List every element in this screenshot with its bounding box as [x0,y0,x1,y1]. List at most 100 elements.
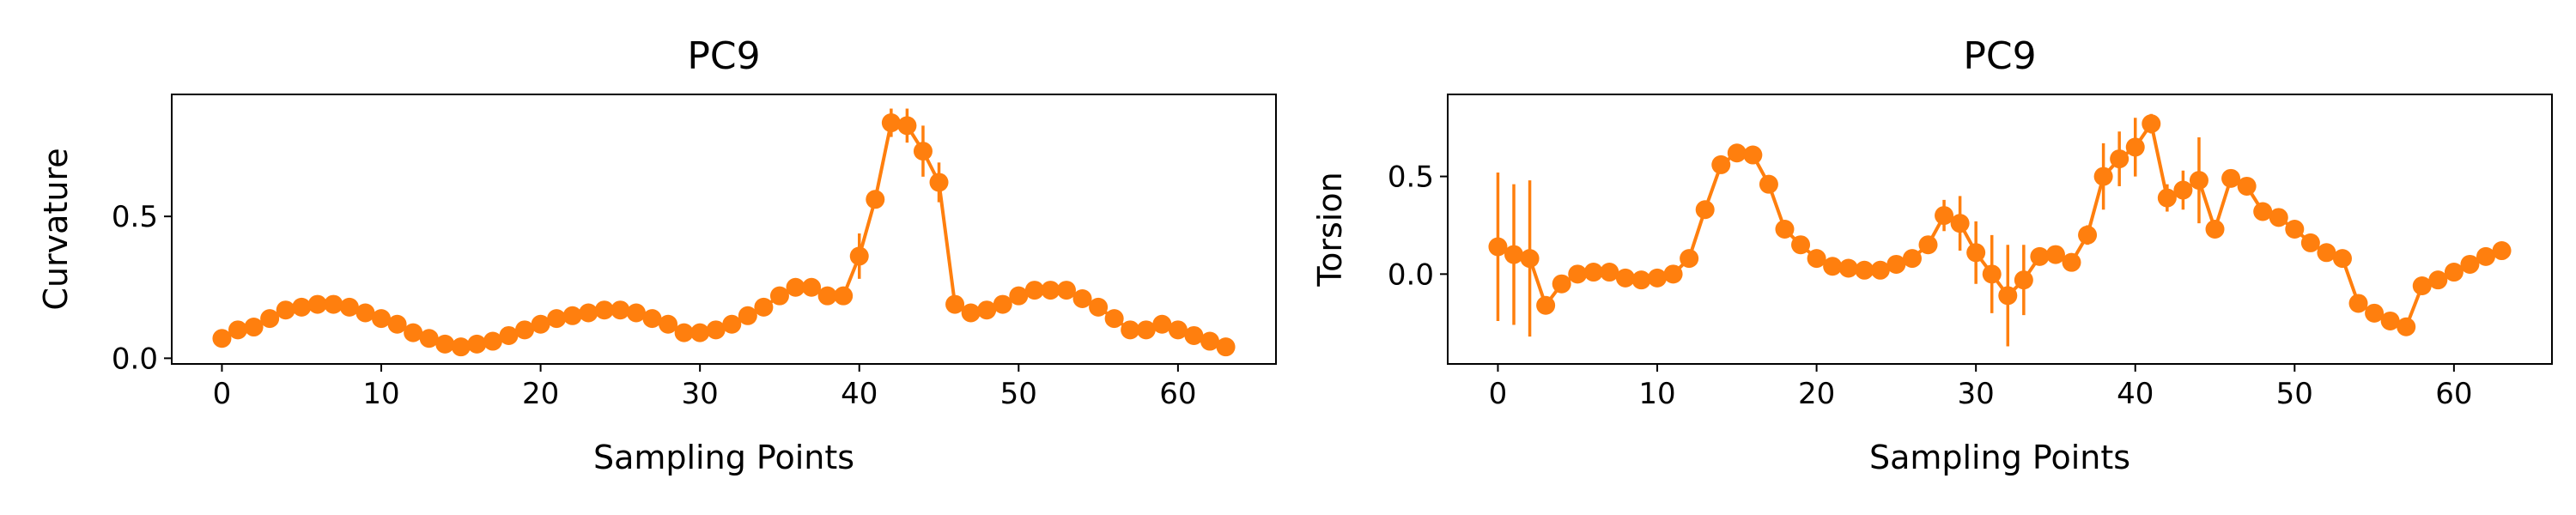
torsion-data-point [1998,286,2018,306]
curvature-data-point [579,303,598,323]
curvature-data-point [228,320,248,340]
torsion-data-point [1488,237,1508,257]
torsion-data-point [1870,260,1890,280]
curvature-data-point [324,294,343,314]
curvature-data-point [1089,297,1109,317]
curvature-data-point [307,294,327,314]
torsion-data-point [2237,176,2257,196]
curvature-data-point [372,309,392,329]
curvature-data-point [642,309,662,329]
torsion-data-point [1855,260,1874,280]
torsion-data-point [2300,233,2320,252]
curvature-x-tick-label: 50 [1000,377,1037,411]
torsion-data-point [1568,264,1588,284]
curvature-data-point [387,314,407,334]
torsion-data-point [1759,174,1778,194]
curvature-data-point [929,173,949,192]
curvature-x-tick-label: 60 [1159,377,1196,411]
curvature-data-point [690,323,710,342]
curvature-data-point [738,306,757,325]
torsion-data-point [1823,257,1843,276]
curvature-x-tick-label: 0 [213,377,232,411]
curvature-data-point [993,294,1012,314]
torsion-x-tick-label: 60 [2435,377,2472,411]
curvature-data-point [547,309,567,329]
torsion-data-point [2317,243,2336,263]
curvature-data-point [802,277,822,297]
curvature-data-point [786,277,805,297]
torsion-data-point [2157,188,2177,208]
curvature-data-point [1072,288,1092,308]
torsion-x-tick-label: 10 [1638,377,1675,411]
curvature-data-point [355,303,375,323]
curvature-data-point [451,337,471,357]
torsion-data-point [1680,249,1699,269]
torsion-data-point [1791,235,1811,255]
curvature-data-point [499,325,519,345]
curvature-data-point [769,286,789,306]
curvature-x-tick-label: 10 [362,377,399,411]
curvature-ticks: 0 10 20 30 40 50 60 0.0 0.5 [112,200,1197,411]
torsion-data-point [1950,214,1970,233]
torsion-data-point [1902,249,1922,269]
curvature-axes-frame [171,94,1277,365]
torsion-data-point [2285,220,2305,239]
torsion-data-point [1743,145,1763,165]
torsion-data-point [2062,252,2081,272]
curvature-data-point [1104,309,1124,329]
torsion-data-point [2444,263,2464,282]
curvature-x-axis-label: Sampling Points [593,439,854,476]
torsion-data-point [2142,114,2161,134]
torsion-data-point [2014,270,2033,290]
torsion-x-tick-label: 50 [2276,377,2313,411]
torsion-data-point [2173,180,2193,200]
torsion-data-point [1615,268,1635,288]
curvature-data-point [483,331,502,351]
torsion-data-point [2348,294,2368,313]
curvature-data-point [244,318,264,337]
curvature-data-point [849,246,869,266]
torsion-data-point [2412,276,2432,295]
torsion-data-point [1838,258,1858,278]
torsion-data-point [2380,311,2400,330]
torsion-data-point [2189,171,2208,191]
curvature-data-point [1216,337,1236,357]
torsion-data-point [2125,137,2145,157]
torsion-x-tick-label: 20 [1798,377,1835,411]
curvature-data-point [881,113,901,133]
torsion-data-point [1663,264,1683,284]
torsion-data-point [1727,143,1747,163]
curvature-data-point [866,190,885,209]
curvature-data-point [260,309,280,329]
torsion-data-point [2093,167,2113,186]
curvature-data-point [913,142,933,161]
chart-curvature: 0 10 20 30 40 50 600.00.5 PC9 Sampling Points … [37,34,1277,476]
torsion-data-point [2269,208,2288,227]
curvature-data-point [562,306,582,325]
torsion-ticks: 0 10 20 30 40 50 60 0.0 0.5 [1388,161,2473,411]
curvature-data-point [276,300,295,320]
torsion-data-point [2253,202,2273,221]
curvature-data-point [1056,281,1076,300]
torsion-x-tick-label: 40 [2117,377,2154,411]
curvature-data-point [292,297,312,317]
torsion-data-point [1583,263,1603,282]
torsion-x-tick-label: 0 [1489,377,1508,411]
curvature-data-point [626,303,646,323]
curvature-data-point [754,297,774,317]
curvature-data-point [1136,320,1156,340]
torsion-data-point [1552,274,1571,294]
torsion-y-axis-label: Torsion [1311,172,1349,287]
torsion-data-point [1886,254,1906,274]
curvature-data-point [1009,286,1029,306]
torsion-data-point [2460,254,2480,274]
torsion-x-axis-label: Sampling Points [1869,439,2130,476]
curvature-data-point [706,320,726,340]
torsion-data-point [2492,241,2512,261]
curvature-data-point [1152,314,1172,334]
torsion-data-point [1648,268,1668,288]
curvature-y-tick-label: 0.5 [112,200,158,234]
torsion-data-point [2365,303,2385,323]
torsion-data-point [1504,245,1524,264]
curvature-data-point [404,323,423,342]
